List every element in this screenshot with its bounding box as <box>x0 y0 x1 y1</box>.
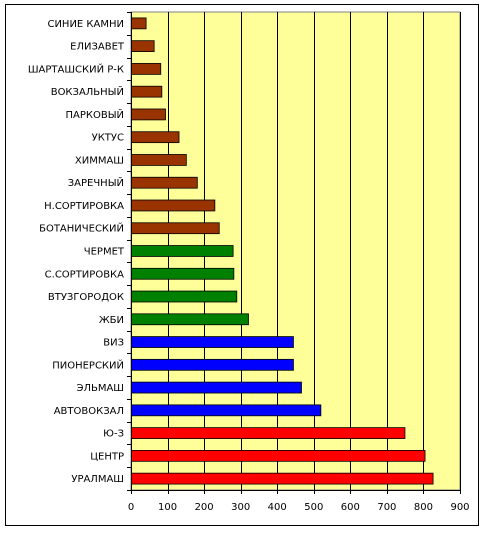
bar <box>131 154 187 166</box>
x-tick-label: 400 <box>268 502 287 513</box>
category-label: ПИОНЕРСКИЙ <box>52 358 124 371</box>
category-label: УРАЛМАШ <box>71 474 124 485</box>
bar <box>131 63 162 75</box>
bar <box>131 358 294 371</box>
bar <box>131 176 198 189</box>
bar <box>131 449 426 462</box>
category-label: ЧЕРМЕТ <box>84 247 125 258</box>
bar <box>131 40 155 53</box>
bar <box>131 427 406 439</box>
category-label: ЭЛЬМАШ <box>76 383 124 394</box>
category-label: УКТУС <box>92 133 124 144</box>
bar <box>131 17 147 30</box>
category-label: ЕЛИЗАВЕТ <box>70 42 125 53</box>
category-label: ВТУЗГОРОДОК <box>48 292 124 303</box>
bar <box>131 336 294 348</box>
bar <box>131 472 434 485</box>
x-tick-label: 300 <box>231 502 250 513</box>
bar <box>131 313 249 326</box>
category-label: ВИЗ <box>103 338 124 349</box>
x-tick-label: 100 <box>158 502 177 513</box>
category-label: БОТАНИЧЕСКИЙ <box>39 222 124 235</box>
category-label: СИНИЕ КАМНИ <box>47 19 124 30</box>
category-label: Ю-З <box>103 429 124 440</box>
category-label: ХИММАШ <box>75 155 124 166</box>
bar <box>131 404 322 417</box>
category-label: ЖБИ <box>99 315 124 326</box>
bar <box>131 267 235 280</box>
x-tick-label: 700 <box>377 502 396 513</box>
x-tick-label: 0 <box>128 502 134 513</box>
category-label: С.СОРТИРОВКА <box>45 269 124 280</box>
bar <box>131 290 238 303</box>
x-tick-label: 600 <box>341 502 360 513</box>
x-tick-label: 500 <box>304 502 323 513</box>
category-label: Н.СОРТИРОВКА <box>44 201 124 212</box>
x-tick-label: 200 <box>195 502 214 513</box>
bar <box>131 222 220 235</box>
category-label: АВТОВОКЗАЛ <box>54 406 124 417</box>
category-label: ЦЕНТР <box>90 451 124 462</box>
bar <box>131 108 166 121</box>
category-label: ВОКЗАЛЬНЫЙ <box>51 85 124 98</box>
bar <box>131 245 234 257</box>
bar <box>131 381 302 394</box>
category-label: ПАРКОВЫЙ <box>65 108 124 121</box>
x-tick-label: 800 <box>414 502 433 513</box>
category-label: ШАРТАШСКИЙ Р-К <box>28 62 124 75</box>
bar <box>131 199 216 212</box>
bar <box>131 85 163 98</box>
category-label: ЗАРЕЧНЫЙ <box>68 176 124 189</box>
bar <box>131 131 180 144</box>
x-tick-label: 900 <box>450 502 469 513</box>
